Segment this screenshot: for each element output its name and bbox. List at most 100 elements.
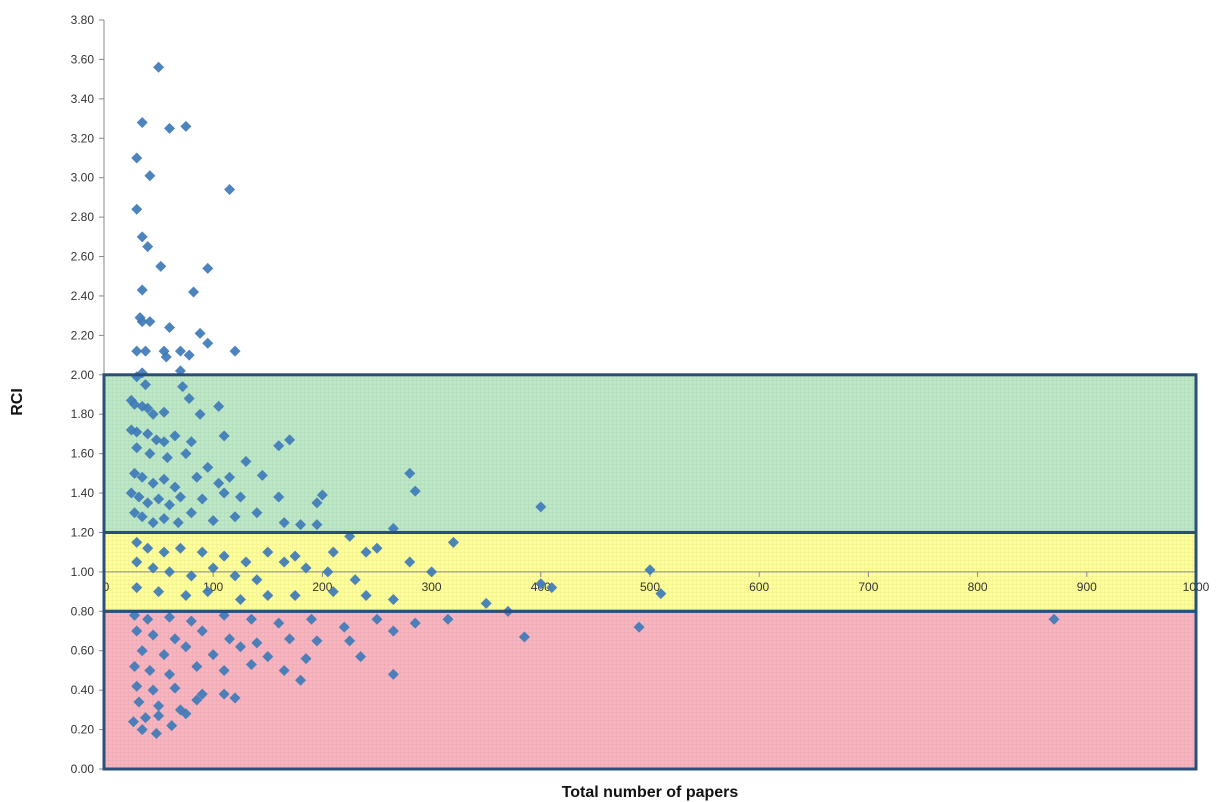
- data-point: [311, 635, 323, 647]
- data-point: [164, 122, 176, 134]
- y-axis-title: RCI: [9, 388, 26, 416]
- y-tick-label: 0.80: [71, 604, 95, 618]
- data-point: [142, 241, 154, 253]
- data-point: [273, 440, 285, 452]
- data-point: [213, 477, 225, 489]
- data-point: [174, 345, 186, 357]
- data-point: [284, 633, 296, 645]
- data-point: [327, 586, 339, 598]
- data-point: [207, 649, 219, 661]
- data-point: [158, 436, 170, 448]
- data-point: [196, 625, 208, 637]
- data-point: [183, 392, 195, 404]
- data-point: [240, 456, 252, 468]
- y-tick-label: 2.80: [71, 210, 95, 224]
- data-point: [344, 635, 356, 647]
- data-point: [322, 566, 334, 578]
- data-point: [136, 724, 148, 736]
- data-point: [240, 556, 252, 568]
- data-point: [133, 696, 145, 708]
- x-tick-label: 600: [749, 580, 769, 594]
- data-point: [155, 260, 167, 272]
- x-tick-label: 300: [422, 580, 442, 594]
- x-tick-label: 900: [1077, 580, 1097, 594]
- data-point: [535, 501, 547, 513]
- data-point: [191, 694, 203, 706]
- data-point: [224, 184, 236, 196]
- data-point: [194, 408, 206, 420]
- y-tick-label: 0.20: [71, 723, 95, 737]
- data-point: [202, 461, 214, 473]
- data-point: [300, 653, 312, 665]
- data-point: [131, 582, 143, 594]
- data-point: [409, 617, 421, 629]
- data-point: [251, 507, 263, 519]
- data-point: [177, 381, 189, 393]
- data-point: [131, 442, 143, 454]
- data-point: [131, 152, 143, 164]
- data-point: [224, 471, 236, 483]
- data-point: [180, 708, 192, 720]
- y-tick-label: 0.40: [71, 683, 95, 697]
- data-point: [180, 590, 192, 602]
- data-point: [166, 720, 178, 732]
- data-point: [262, 651, 274, 663]
- data-point: [125, 487, 137, 499]
- data-point: [191, 661, 203, 673]
- y-tick-label: 2.40: [71, 289, 95, 303]
- data-point: [218, 487, 230, 499]
- band-high: [104, 374, 1196, 533]
- data-point: [207, 515, 219, 527]
- y-tick-label: 1.80: [71, 407, 95, 421]
- data-point: [207, 562, 219, 574]
- data-point: [229, 570, 241, 582]
- data-point: [196, 493, 208, 505]
- data-point: [164, 668, 176, 680]
- data-point: [251, 574, 263, 586]
- data-point: [327, 546, 339, 558]
- data-point: [409, 485, 421, 497]
- data-point: [180, 120, 192, 132]
- data-point: [404, 556, 416, 568]
- data-point: [202, 262, 214, 274]
- data-point: [180, 448, 192, 460]
- data-point: [355, 651, 367, 663]
- data-point: [183, 349, 195, 361]
- data-point: [404, 467, 416, 479]
- y-tick-label: 0.00: [71, 762, 95, 776]
- data-point: [158, 406, 170, 418]
- data-point: [387, 625, 399, 637]
- data-point: [1048, 613, 1060, 625]
- data-point: [273, 617, 285, 629]
- data-point: [150, 434, 162, 446]
- data-point: [144, 448, 156, 460]
- data-point: [136, 511, 148, 523]
- data-point: [273, 491, 285, 503]
- data-point: [142, 428, 154, 440]
- data-point: [139, 379, 151, 391]
- data-point: [218, 430, 230, 442]
- data-point: [158, 546, 170, 558]
- x-tick-label: 0: [103, 580, 110, 594]
- data-point: [360, 590, 372, 602]
- data-point: [169, 430, 181, 442]
- data-point: [185, 570, 197, 582]
- data-point: [426, 566, 438, 578]
- data-point: [153, 61, 165, 73]
- data-point: [295, 674, 307, 686]
- data-point: [289, 550, 301, 562]
- data-point: [136, 471, 148, 483]
- data-point: [196, 546, 208, 558]
- data-point: [245, 613, 257, 625]
- y-tick-label: 3.00: [71, 171, 95, 185]
- data-point: [224, 633, 236, 645]
- data-point: [655, 588, 667, 600]
- data-point: [316, 489, 328, 501]
- data-point: [202, 586, 214, 598]
- data-point: [229, 692, 241, 704]
- data-point: [174, 491, 186, 503]
- data-point: [147, 517, 159, 529]
- data-point: [218, 688, 230, 700]
